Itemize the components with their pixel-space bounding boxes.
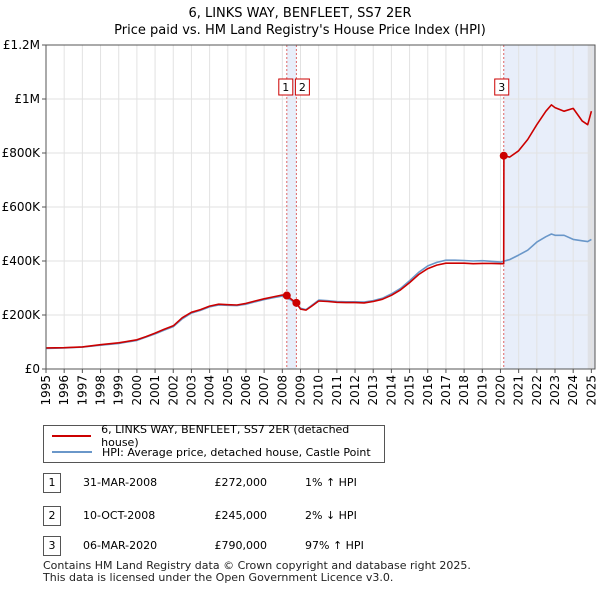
- sale-marker-label: 1: [282, 81, 289, 94]
- x-tick-label: 2018: [457, 375, 471, 406]
- x-tick-label: 2015: [403, 375, 417, 406]
- legend-label-hpi: HPI: Average price, detached house, Cast…: [102, 445, 371, 459]
- x-tick-label: 2019: [475, 375, 489, 406]
- x-tick-label: 1996: [57, 375, 71, 406]
- x-tick-label: 2016: [421, 375, 435, 406]
- x-tick-label: 2006: [239, 375, 253, 406]
- x-tick-label: 1999: [112, 375, 126, 406]
- x-tick-label: 2017: [439, 375, 453, 406]
- x-tick-label: 2002: [166, 375, 180, 406]
- x-tick-label: 2000: [130, 375, 144, 406]
- transaction-date: 10-OCT-2008: [83, 509, 156, 522]
- y-tick-label: £1.2M: [3, 38, 40, 52]
- x-tick-label: 2001: [148, 375, 162, 406]
- sale-marker-box: [494, 78, 510, 96]
- x-tick-label: 1995: [39, 375, 53, 406]
- chart-title: 6, LINKS WAY, BENFLEET, SS7 2ER: [188, 6, 412, 21]
- transaction-price: £245,000: [214, 509, 268, 522]
- y-tick-label: £0: [25, 362, 40, 376]
- x-tick-label: 2024: [566, 375, 580, 406]
- transaction-row: 3 06-MAR-2020 £790,000 97% ↑ HPI: [43, 536, 563, 556]
- x-tick-label: 2025: [584, 375, 598, 406]
- transaction-hpi: 97% ↑ HPI: [305, 539, 364, 552]
- y-tick-label: £800K: [2, 146, 42, 160]
- y-tick-label: £200K: [2, 308, 42, 322]
- transaction-row: 2 10-OCT-2008 £245,000 2% ↓ HPI: [43, 506, 563, 526]
- x-tick-label: 1998: [94, 375, 108, 406]
- footer-attribution: Contains HM Land Registry data © Crown c…: [43, 560, 471, 584]
- transaction-date: 06-MAR-2020: [83, 539, 158, 552]
- transaction-number: 2: [43, 506, 61, 526]
- x-tick-label: 2011: [330, 375, 344, 406]
- transaction-number: 3: [43, 536, 61, 556]
- x-tick-label: 2004: [203, 375, 217, 406]
- chart-legend: 6, LINKS WAY, BENFLEET, SS7 2ER (detache…: [43, 423, 385, 463]
- x-tick-label: 2022: [530, 375, 544, 406]
- x-tick-label: 2023: [548, 375, 562, 406]
- x-tick-label: 2005: [221, 375, 235, 406]
- x-tick-label: 2003: [184, 375, 198, 406]
- footer-line-copyright: Contains HM Land Registry data © Crown c…: [43, 559, 471, 572]
- legend-label-property: 6, LINKS WAY, BENFLEET, SS7 2ER (detache…: [101, 423, 350, 449]
- x-tick-label: 1997: [75, 375, 89, 406]
- sale-marker-box: [294, 78, 310, 96]
- sale-point: [499, 151, 508, 160]
- x-tick-label: 2013: [366, 375, 380, 406]
- legend-item-property: 6, LINKS WAY, BENFLEET, SS7 2ER (detache…: [52, 423, 384, 449]
- legend-swatch-hpi: [52, 451, 92, 453]
- x-tick-label: 2008: [275, 375, 289, 406]
- x-tick-label: 2021: [512, 375, 526, 406]
- transaction-hpi: 1% ↑ HPI: [305, 476, 357, 489]
- transaction-price: £790,000: [214, 539, 268, 552]
- x-tick-label: 2010: [312, 375, 326, 406]
- sale-point: [292, 298, 301, 307]
- x-tick-label: 2012: [348, 375, 362, 406]
- sale-marker-label: 2: [299, 81, 306, 94]
- sale-point: [282, 291, 291, 300]
- transaction-date: 31-MAR-2008: [83, 476, 158, 489]
- sale-marker-box: [278, 78, 294, 96]
- transaction-row: 1 31-MAR-2008 £272,000 1% ↑ HPI: [43, 473, 563, 493]
- property-price-line: [45, 104, 593, 349]
- transaction-hpi: 2% ↓ HPI: [305, 509, 357, 522]
- legend-item-hpi: HPI: Average price, detached house, Cast…: [52, 444, 371, 460]
- x-tick-label: 2014: [384, 375, 398, 406]
- x-tick-label: 2007: [257, 375, 271, 406]
- sale-marker-label: 3: [498, 81, 505, 94]
- chart-subtitle: Price paid vs. HM Land Registry's House …: [114, 23, 486, 38]
- y-tick-label: £400K: [2, 254, 42, 268]
- y-tick-label: £600K: [2, 200, 42, 214]
- x-tick-label: 2009: [294, 375, 308, 406]
- transaction-number: 1: [43, 473, 61, 493]
- x-tick-label: 2020: [493, 375, 507, 406]
- footer-line-licence: This data is licensed under the Open Gov…: [43, 571, 394, 584]
- transaction-price: £272,000: [214, 476, 268, 489]
- y-tick-label: £1M: [14, 92, 40, 106]
- legend-swatch-property: [52, 435, 92, 437]
